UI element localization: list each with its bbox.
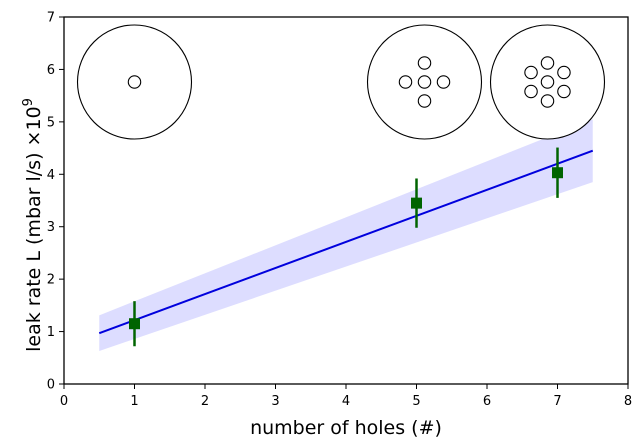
y-tick-label: 5 <box>47 115 55 130</box>
fit-line <box>98 149 594 335</box>
hole <box>524 84 538 99</box>
ticks: 0 1 2 3 4 5 6 7 8 0 1 2 3 4 5 6 7 <box>47 11 632 410</box>
data-point <box>129 318 140 330</box>
data-points-layer <box>129 147 563 347</box>
x-tick-label: 7 <box>553 394 561 409</box>
hole <box>540 94 555 108</box>
x-tick-label: 5 <box>412 394 420 409</box>
y-tick-label: 3 <box>47 220 55 235</box>
x-tick-label: 0 <box>60 394 68 409</box>
y-tick-label: 1 <box>47 325 55 340</box>
hole-pattern-sketch <box>366 24 483 140</box>
hole <box>127 75 142 89</box>
data-point <box>552 167 563 179</box>
data-point <box>411 197 422 209</box>
y-tick-label: 7 <box>47 11 55 26</box>
y-tick-label: 0 <box>47 378 55 393</box>
hole <box>524 65 538 80</box>
y-tick-label: 6 <box>47 63 55 78</box>
x-tick-label: 2 <box>201 394 209 409</box>
hole <box>398 75 413 89</box>
y-axis-label: leak rate L (mbar l/s) ×109 <box>21 98 45 352</box>
x-tick-label: 3 <box>271 394 279 409</box>
hole <box>557 65 571 80</box>
hole-pattern-sketch <box>489 24 606 140</box>
fit-line-layer <box>98 149 594 335</box>
x-tick-label: 1 <box>130 394 138 409</box>
hole <box>417 75 432 89</box>
hole <box>540 56 555 70</box>
hole <box>417 56 432 70</box>
x-tick-label: 8 <box>624 394 632 409</box>
y-tick-label: 4 <box>47 168 55 183</box>
x-tick-label: 6 <box>483 394 491 409</box>
y-axis-label-text: leak rate L (mbar l/s) ×10 <box>23 106 45 352</box>
hole <box>540 75 555 89</box>
confidence-band <box>99 119 593 351</box>
y-tick-label: 2 <box>47 273 55 288</box>
hole <box>557 84 571 99</box>
hole-pattern-sketches <box>76 24 606 140</box>
hole <box>436 75 451 89</box>
hole-pattern-sketch <box>76 24 193 140</box>
y-axis-label-exponent: 9 <box>21 98 36 106</box>
confidence-band-layer <box>99 119 593 351</box>
hole <box>417 94 432 108</box>
x-tick-label: 4 <box>342 394 350 409</box>
x-axis-label: number of holes (#) <box>250 417 442 439</box>
